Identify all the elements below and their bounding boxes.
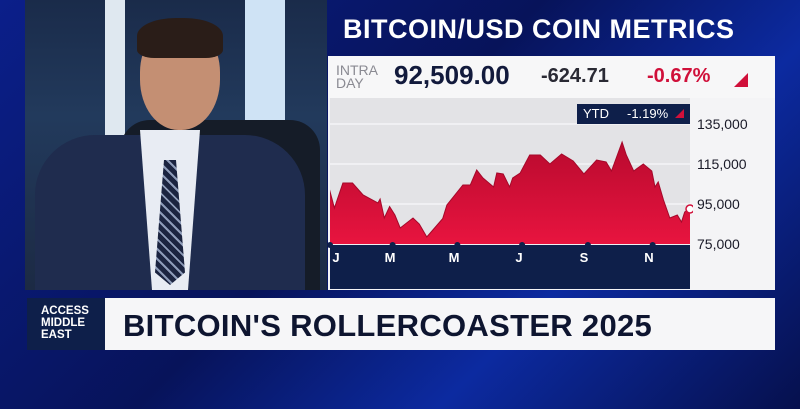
ytd-value: -1.19% <box>627 106 669 121</box>
x-tick-label: J <box>332 250 340 265</box>
ytd-badge: YTD -1.19% <box>577 104 690 124</box>
graphic-title: BITCOIN/USD COIN METRICS <box>343 14 735 44</box>
y-tick-label: 95,000 <box>697 196 740 212</box>
x-tick-label: J <box>515 250 523 265</box>
x-tick-label: M <box>448 250 460 265</box>
x-tick-marker <box>454 242 461 248</box>
price-chart <box>327 123 693 248</box>
intraday-label: INTRA DAY <box>336 62 378 91</box>
last-price-marker <box>685 204 693 214</box>
price-line <box>330 140 691 238</box>
x-tick-label: S <box>579 250 589 265</box>
badge-line: ACCESS <box>41 305 89 317</box>
headline: BITCOIN'S ROLLERCOASTER 2025 <box>123 308 653 343</box>
x-tick-label: N <box>644 250 654 265</box>
x-axis-band <box>330 245 690 289</box>
studio-video-feed <box>25 0 327 290</box>
x-tick-marker <box>519 242 526 248</box>
x-tick-marker <box>389 242 396 248</box>
x-tick-marker <box>327 242 333 248</box>
x-tick-marker <box>649 242 656 248</box>
quote-row <box>328 56 775 98</box>
headline-bar: BITCOIN'S ROLLERCOASTER 2025 <box>105 298 775 350</box>
badge-line: EAST <box>41 329 72 341</box>
presenter-hair <box>137 18 223 58</box>
intraday-label-line2: DAY <box>336 75 364 91</box>
y-tick-label: 75,000 <box>697 236 740 252</box>
down-triangle-icon <box>675 109 684 118</box>
intraday-label-line1: INTRA <box>336 62 378 78</box>
badge-line: MIDDLE <box>41 317 86 329</box>
price-value: 92,509.00 <box>394 60 510 90</box>
network-badge: ACCESS MIDDLE EAST <box>27 298 105 350</box>
x-tick-marker <box>584 242 591 248</box>
y-tick-label: 115,000 <box>697 156 747 172</box>
y-tick-label: 135,000 <box>697 116 748 132</box>
price-change: -624.71 <box>541 65 609 87</box>
ytd-label: YTD <box>583 106 609 121</box>
studio-screen <box>245 0 285 140</box>
down-triangle-icon <box>734 73 748 87</box>
price-area <box>330 142 690 244</box>
price-change-percent: -0.67% <box>647 65 711 87</box>
x-tick-label: M <box>384 250 396 265</box>
